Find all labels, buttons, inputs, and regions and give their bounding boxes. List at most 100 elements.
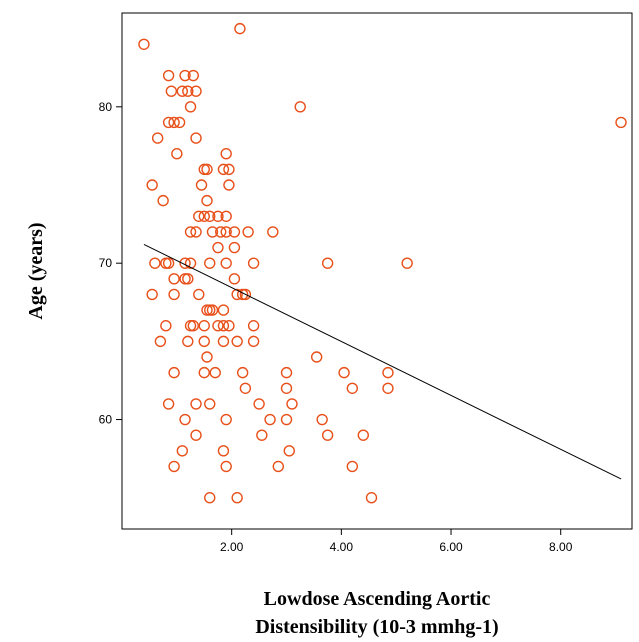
data-point — [228, 226, 241, 238]
x-axis-title-line-2: Distensibility (10-3 mmhg-1) — [255, 616, 498, 638]
y-tick-label: 80 — [99, 100, 113, 114]
data-point — [212, 241, 224, 254]
data-point — [220, 148, 232, 160]
data-point — [204, 398, 216, 410]
data-point — [272, 460, 284, 473]
data-point — [338, 366, 350, 379]
data-point — [179, 69, 191, 82]
data-point — [212, 320, 224, 332]
data-point — [204, 210, 216, 222]
data-point — [198, 320, 210, 332]
data-point — [168, 273, 180, 285]
data-point — [138, 38, 150, 50]
x-tick-label: 2.00 — [220, 540, 244, 554]
data-point — [184, 320, 197, 332]
data-point — [190, 226, 202, 238]
data-point — [247, 320, 260, 332]
data-point — [176, 445, 189, 457]
data-point — [162, 398, 175, 410]
data-point — [168, 460, 180, 473]
data-point — [206, 304, 219, 316]
data-point — [171, 148, 183, 160]
data-point — [239, 288, 252, 301]
data-point — [253, 398, 265, 410]
data-point — [151, 132, 164, 144]
data-point — [286, 398, 298, 410]
data-point — [382, 382, 394, 394]
data-point — [190, 429, 202, 441]
data-point — [162, 69, 175, 82]
data-point — [212, 210, 224, 222]
data-point — [165, 85, 178, 97]
data-point — [184, 257, 197, 269]
data-point — [310, 351, 323, 363]
x-tick-label: 6.00 — [439, 540, 463, 554]
data-point — [198, 366, 210, 379]
data-point — [154, 335, 167, 348]
data-point — [220, 257, 232, 269]
data-point — [382, 366, 394, 379]
data-point — [179, 257, 191, 269]
data-point — [193, 288, 205, 301]
data-point — [146, 179, 158, 191]
data-point — [234, 22, 246, 35]
data-point — [146, 288, 158, 301]
data-point — [346, 460, 359, 473]
data-point — [217, 445, 230, 457]
data-point — [365, 492, 378, 504]
data-point — [179, 413, 191, 426]
data-point — [217, 163, 230, 176]
data-point — [217, 304, 230, 316]
data-point — [223, 163, 235, 176]
regression-line — [143, 243, 622, 480]
data-point — [231, 335, 243, 348]
data-point — [267, 226, 279, 238]
data-point — [283, 445, 295, 457]
data-point — [231, 492, 243, 504]
x-axis-title-line-1: Lowdose Ascending Aortic — [264, 588, 491, 610]
data-point — [187, 320, 199, 332]
data-point — [316, 413, 328, 426]
data-point — [223, 320, 235, 332]
data-point — [223, 179, 235, 191]
data-point — [220, 413, 232, 426]
data-point — [182, 85, 194, 97]
data-point — [217, 320, 230, 332]
data-point — [228, 273, 241, 285]
data-point — [236, 288, 249, 301]
data-point — [193, 210, 205, 222]
data-point — [215, 226, 227, 238]
data-point — [184, 226, 197, 238]
data-point — [247, 335, 260, 348]
data-point — [168, 366, 180, 379]
data-point — [201, 304, 213, 316]
data-point — [173, 116, 186, 129]
data-point — [204, 304, 216, 316]
data-point — [280, 366, 293, 379]
data-point — [179, 273, 191, 285]
data-point — [176, 85, 189, 97]
data-point — [247, 257, 260, 269]
data-point — [201, 194, 213, 207]
data-point — [204, 492, 216, 504]
data-point — [231, 288, 243, 301]
y-tick-label: 60 — [99, 413, 113, 427]
data-point — [242, 226, 254, 238]
data-point — [321, 257, 334, 269]
data-point — [190, 85, 202, 97]
data-point — [217, 335, 230, 348]
data-point — [162, 116, 175, 129]
data-point — [220, 210, 232, 222]
data-point — [204, 257, 216, 269]
data-point — [182, 273, 194, 285]
data-point — [239, 382, 252, 394]
data-point — [206, 226, 219, 238]
data-point — [195, 179, 208, 191]
data-point — [256, 429, 268, 441]
data-point — [168, 116, 180, 129]
data-point — [201, 351, 213, 363]
data-point — [264, 413, 276, 426]
data-point — [201, 163, 213, 176]
data-point — [162, 257, 175, 269]
x-axis-ticks: 2.00 4.00 6.00 8.00 — [220, 529, 573, 554]
